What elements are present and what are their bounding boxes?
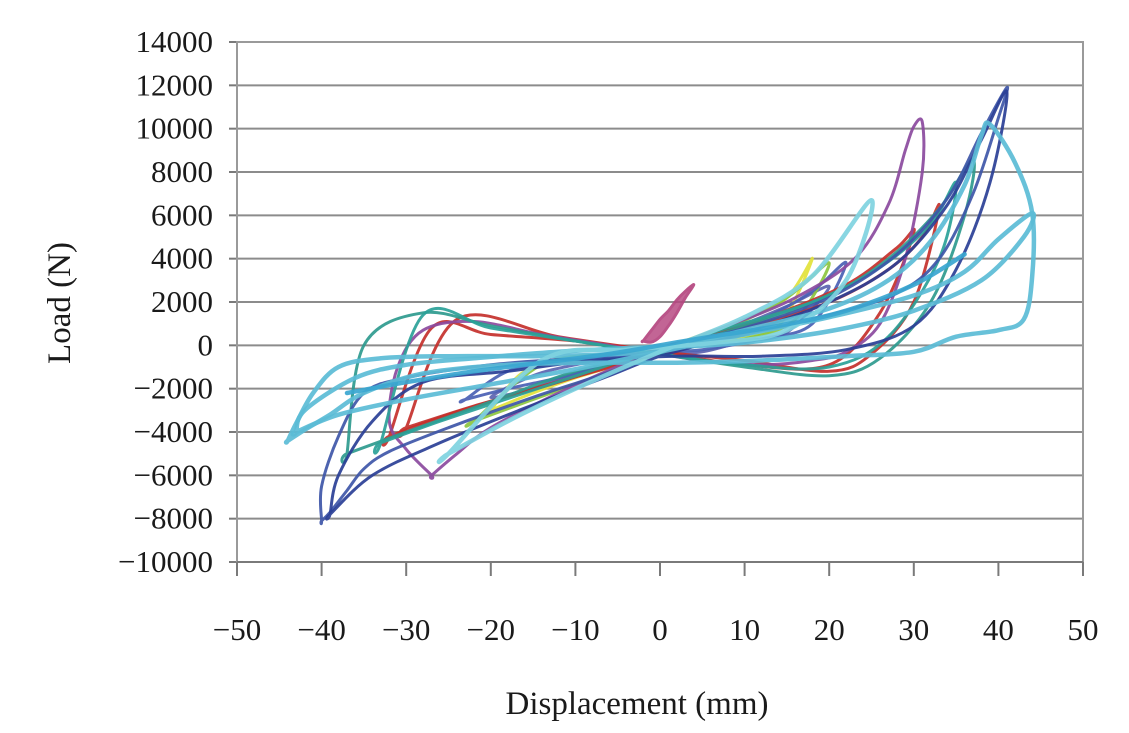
series-line-14 [290,210,1037,437]
gridlines [237,41,1083,563]
x-tick-label: 30 [898,612,929,647]
y-tick-label: −8000 [134,501,213,536]
x-tick-label: −30 [382,612,430,647]
x-tick-label: −20 [467,612,515,647]
y-tick-label: 4000 [151,241,213,276]
y-tick-label: 6000 [151,197,213,232]
series-line-1 [640,283,696,344]
x-tick-label: 10 [729,612,760,647]
y-tick-label: −10000 [118,544,213,579]
x-tick-label: −40 [297,612,345,647]
x-tick-label: 40 [983,612,1014,647]
series-line-15 [436,197,875,465]
tick-labels: −10000 −8000 −6000 −4000 −2000 0 2000 4000 6000 8… [118,24,1098,647]
x-axis-title: Displacement (mm) [505,686,768,722]
y-tick-label: 14000 [136,24,214,59]
y-tick-label: 12000 [136,67,214,102]
y-tick-label: 0 [198,327,214,362]
y-axis-title: Load (N) [42,242,78,364]
y-tick-label: 8000 [151,154,213,189]
y-tick-label: 10000 [136,111,214,146]
x-tick-label: 20 [814,612,845,647]
axes [229,41,1084,576]
x-tick-label: 0 [652,612,668,647]
x-tick-label: −10 [551,612,599,647]
y-tick-label: −6000 [134,457,213,492]
data-series [283,85,1037,526]
series-line-16 [344,252,967,396]
y-tick-label: −2000 [134,371,213,406]
x-tick-label: 50 [1068,612,1099,647]
y-tick-label: −4000 [134,414,213,449]
x-tick-label: −50 [213,612,261,647]
y-tick-label: 2000 [151,284,213,319]
